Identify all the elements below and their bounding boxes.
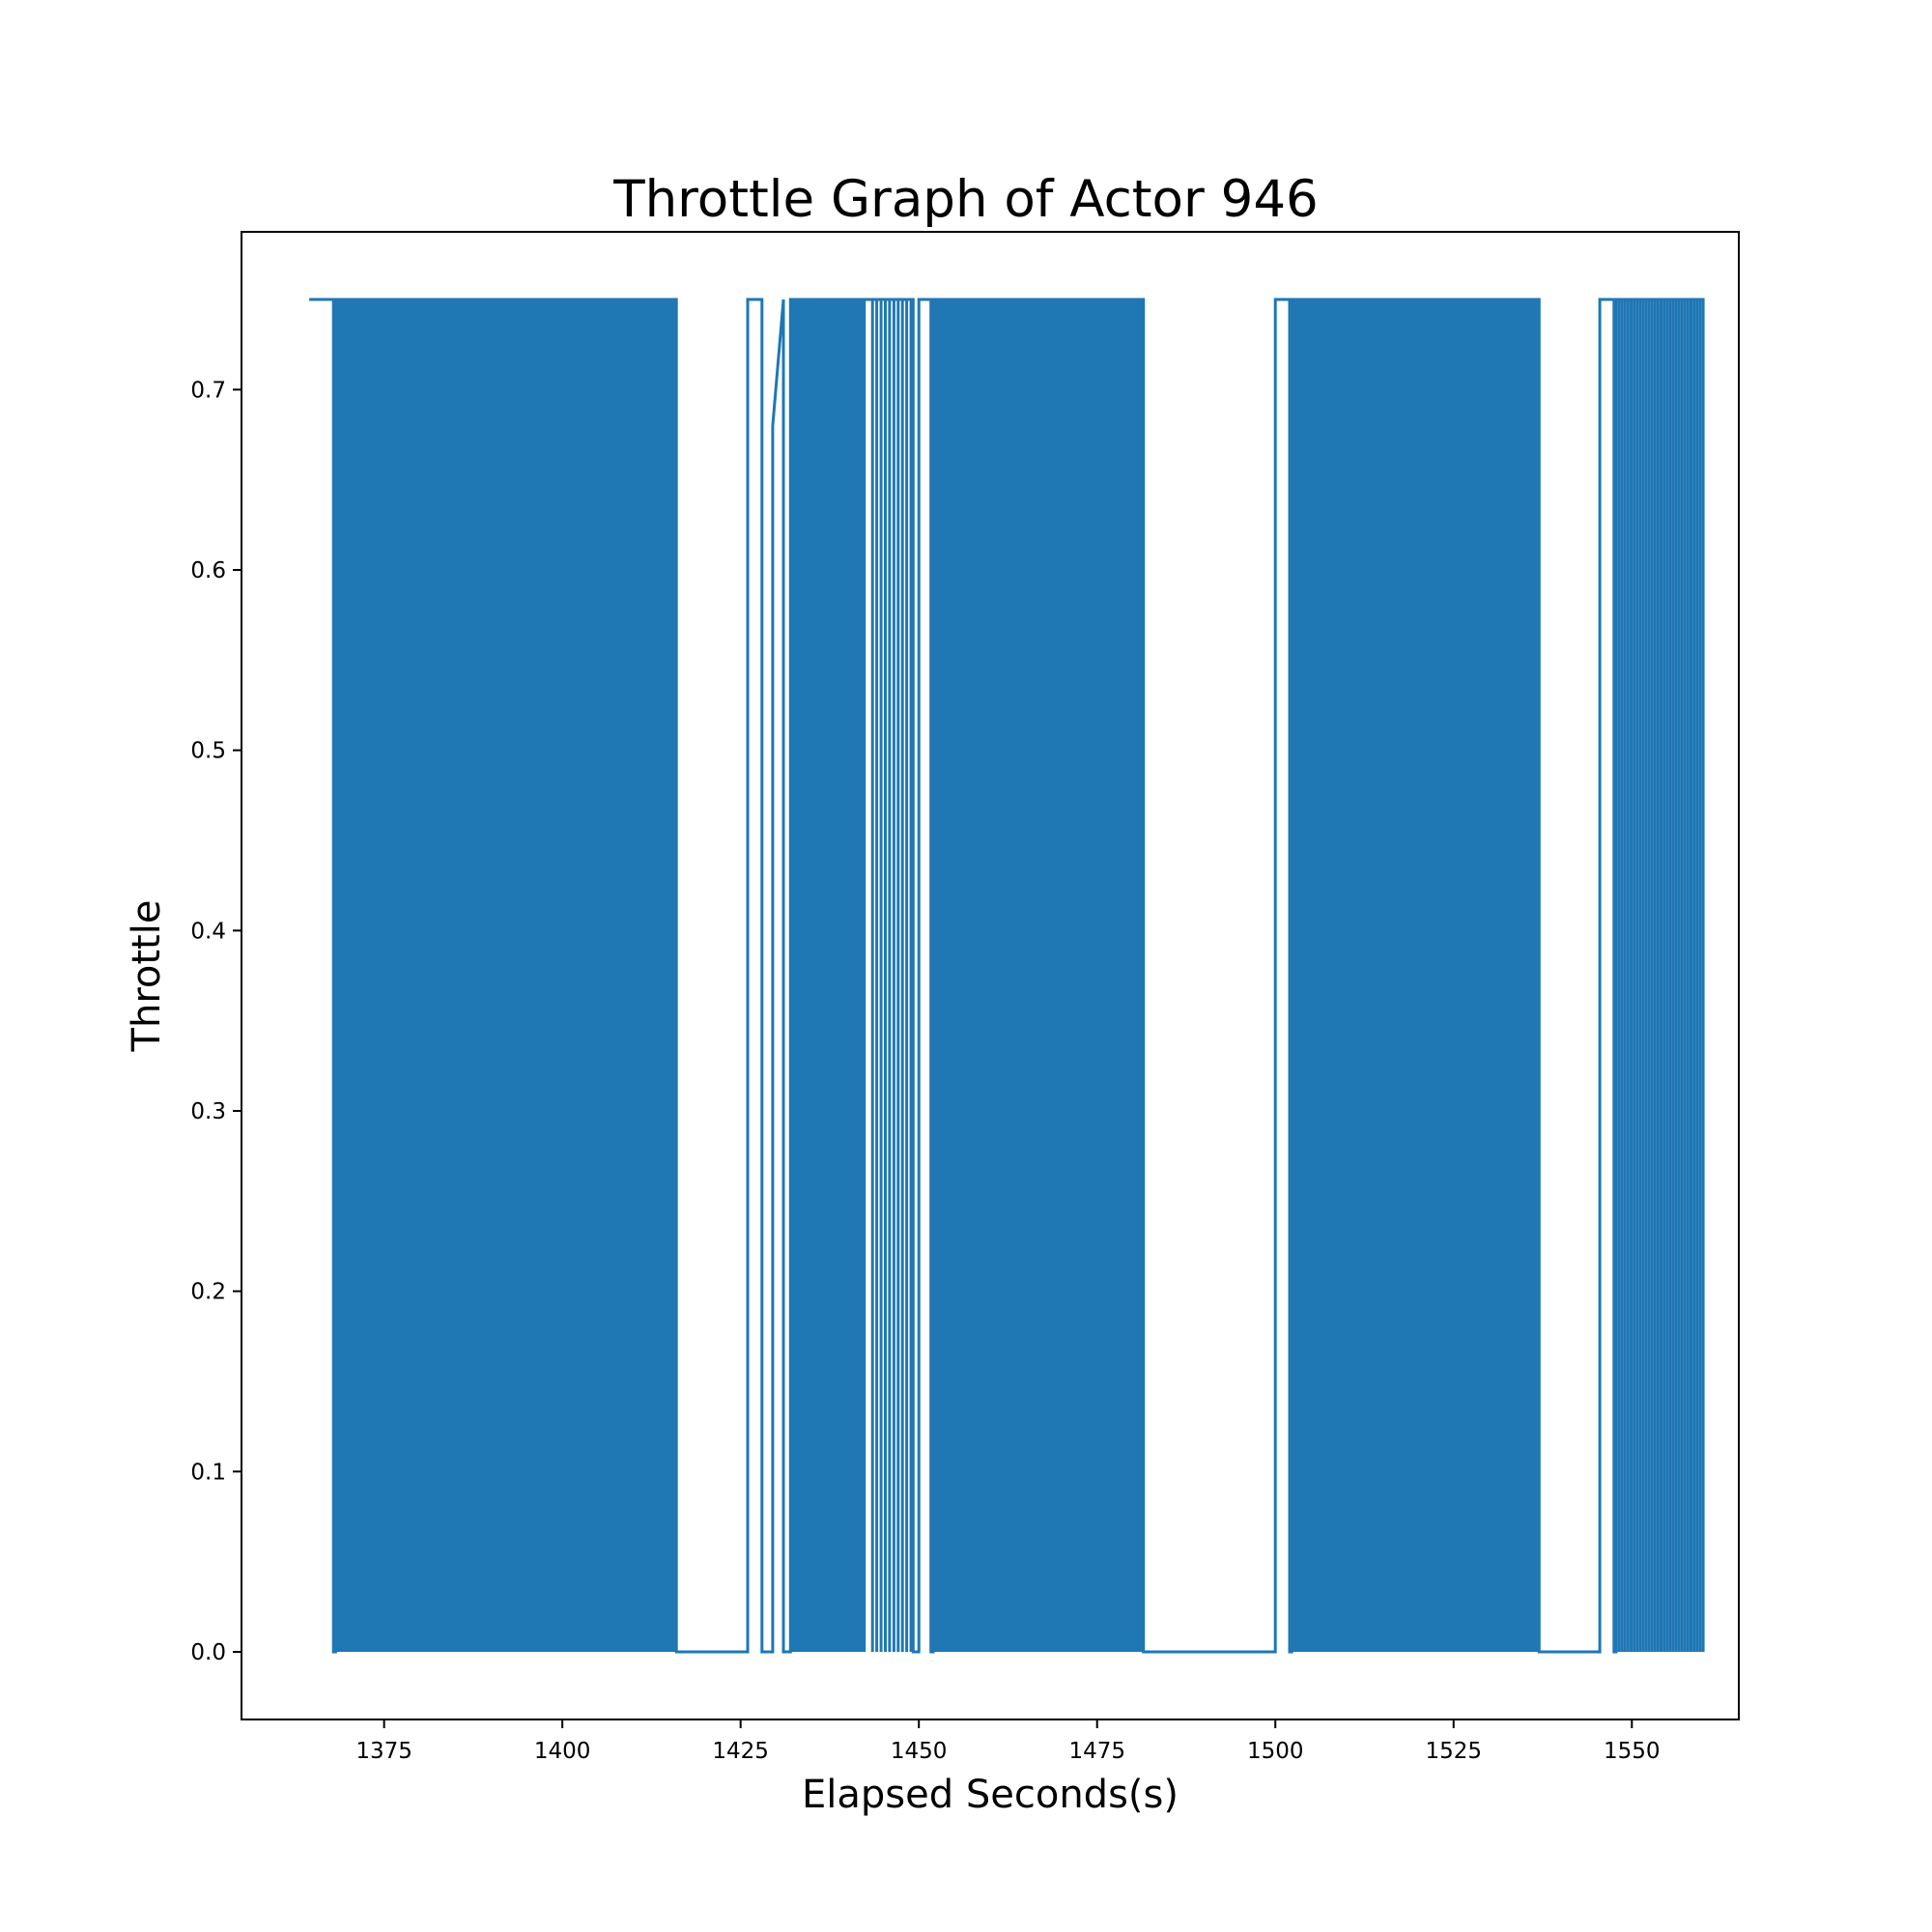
- x-axis-label: Elapsed Seconds(s): [802, 1773, 1179, 1817]
- y-tick-label: 0.3: [190, 1099, 226, 1124]
- x-tick-label: 1450: [891, 1739, 948, 1764]
- y-tick-label: 0.7: [190, 378, 226, 403]
- x-tick-label: 1375: [355, 1739, 412, 1764]
- y-tick-label: 0.0: [190, 1640, 226, 1665]
- x-tick-label: 1475: [1068, 1739, 1125, 1764]
- y-axis-label: Throttle: [125, 900, 169, 1053]
- y-tick-label: 0.5: [190, 739, 226, 764]
- x-tick-label: 1400: [534, 1739, 591, 1764]
- chart-title: Throttle Graph of Actor 946: [612, 170, 1319, 229]
- x-tick-label: 1500: [1247, 1739, 1304, 1764]
- plot-area: [309, 298, 1705, 1654]
- y-axis-ticks: 0.0 0.1 0.2 0.3 0.4 0.5 0.6 0.7: [190, 378, 242, 1665]
- plot-frame: [241, 231, 1740, 1720]
- x-tick-label: 1425: [712, 1739, 769, 1764]
- throttle-series-line: [309, 298, 1705, 1654]
- x-axis-ticks: 1375 1400 1425 1450 1475 1500 1525 1550: [355, 1719, 1661, 1764]
- y-tick-label: 0.4: [190, 919, 226, 944]
- x-tick-label: 1550: [1604, 1739, 1661, 1764]
- y-tick-label: 0.6: [190, 558, 226, 583]
- y-tick-label: 0.1: [190, 1460, 226, 1485]
- y-tick-label: 0.2: [190, 1280, 226, 1305]
- x-tick-label: 1525: [1425, 1739, 1482, 1764]
